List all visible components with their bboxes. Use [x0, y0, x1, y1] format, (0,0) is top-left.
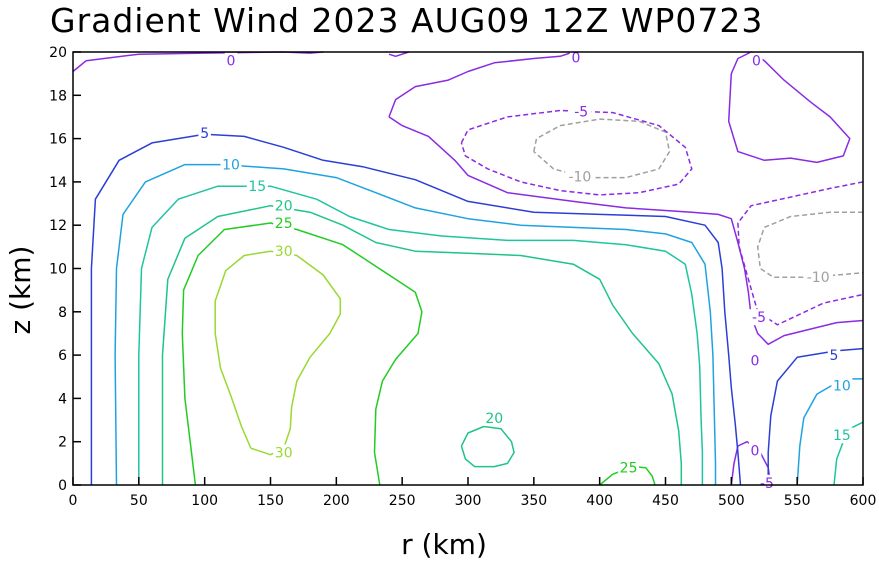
- chart-title: Gradient Wind 2023 AUG09 12Z WP0723: [50, 1, 763, 40]
- contour-label-15: 15: [833, 428, 851, 444]
- contour-lines: [72, 51, 864, 486]
- x-tick-label-10: 500: [718, 493, 745, 509]
- contour-label-bg-14: [246, 178, 268, 195]
- contour-label-bg-18: [273, 215, 295, 231]
- contour-0-line-0: [72, 51, 324, 73]
- contour-label-bg-21: [273, 444, 295, 461]
- contour-label-21: 30: [275, 446, 293, 462]
- contour-label-2: 0: [752, 54, 761, 70]
- x-tick-label-1: 50: [130, 493, 148, 509]
- x-tick-label-6: 300: [455, 493, 482, 509]
- contour-label-16: 20: [275, 199, 293, 215]
- contour-label-bg-3: [570, 103, 592, 120]
- x-tick-label-4: 200: [323, 493, 350, 509]
- x-tick-label-7: 350: [520, 493, 547, 509]
- contour-label-4: -10: [568, 170, 591, 186]
- y-tick-label-10: 20: [49, 45, 67, 61]
- contour-label-17: 20: [485, 411, 503, 427]
- contour-label-7: 0: [751, 354, 760, 370]
- y-tick-label-2: 4: [58, 391, 67, 407]
- x-axis-ticks: 0 50 100 150 200 250 300 350 400 450 500 550 600: [69, 477, 877, 509]
- contour-label-bg-8: [748, 442, 762, 459]
- contour-label-10: 5: [200, 126, 209, 142]
- contour-label-12: 10: [222, 158, 240, 174]
- contour-label-18: 25: [275, 216, 293, 232]
- contour-30-line-0: [214, 250, 342, 456]
- y-tick-label-9: 18: [49, 88, 67, 104]
- contour-10-line-1: [796, 378, 863, 486]
- contour-5-line-0: [90, 133, 742, 486]
- contour-label-11: 5: [830, 348, 839, 364]
- x-tick-label-5: 250: [389, 493, 416, 509]
- contour-label-bg-9: [756, 474, 778, 491]
- y-tick-label-7: 14: [49, 175, 67, 191]
- y-axis-ticks: 0 2 4 6 8 10 12 14 16 18 20: [49, 45, 81, 494]
- contour-0-line-4: [727, 51, 851, 164]
- contour-25-line-1: [599, 465, 656, 486]
- contour-label-bg-13: [831, 377, 853, 394]
- x-tick-label-0: 0: [69, 493, 78, 509]
- x-tick-label-3: 150: [257, 493, 284, 509]
- contour-label-bg-12: [220, 156, 242, 173]
- contour-label-14: 15: [248, 179, 266, 195]
- contour-label-bg-17: [483, 409, 505, 426]
- x-tick-label-9: 450: [652, 493, 679, 509]
- contour-label-3: -5: [574, 105, 588, 121]
- contour-neg5-line-0: [460, 109, 693, 196]
- contour-label-bg-11: [827, 347, 841, 364]
- contour-label-0: 0: [227, 54, 236, 70]
- x-tick-label-2: 100: [191, 493, 218, 509]
- contour-label-bg-6: [748, 309, 770, 326]
- contour-0-line-2: [388, 51, 574, 118]
- contour-label-bg-16: [273, 197, 295, 214]
- x-tick-label-8: 400: [586, 493, 613, 509]
- contour-20-line-1: [460, 425, 515, 468]
- contour-label-bg-4: [565, 168, 595, 185]
- contour-neg10-line-1: [756, 211, 864, 278]
- contour-0-line-3: [388, 116, 864, 346]
- contour-0-line-1: [388, 51, 410, 58]
- x-tick-label-11: 550: [784, 493, 811, 509]
- y-tick-label-8: 16: [49, 132, 67, 148]
- contour-label-bg-5: [803, 269, 833, 286]
- contour-label-bg-1: [569, 49, 583, 66]
- contour-label-20: 30: [275, 244, 293, 260]
- y-axis-label: z (km): [4, 246, 37, 335]
- contour-neg5-line-1: [737, 181, 864, 326]
- contour-label-bg-7: [748, 352, 762, 369]
- y-tick-label-6: 12: [49, 218, 67, 234]
- y-tick-label-5: 10: [49, 262, 67, 278]
- contour-label-bg-0: [224, 52, 238, 69]
- y-tick-label-1: 2: [58, 435, 67, 451]
- contour-label-1: 0: [572, 50, 581, 66]
- contour-25-line-0: [181, 222, 423, 486]
- contour-20-line-0: [161, 204, 683, 485]
- contour-label-bg-15: [831, 427, 853, 444]
- x-tick-label-12: 600: [850, 493, 877, 509]
- contour-label-13: 10: [833, 378, 851, 394]
- y-tick-label-3: 6: [58, 348, 67, 364]
- contour-10-line-0: [114, 163, 717, 486]
- y-tick-label-4: 8: [58, 305, 67, 321]
- contour-label-bg-10: [198, 125, 211, 142]
- contour-label-19: 25: [620, 461, 638, 477]
- contour-label-5: -10: [807, 270, 830, 286]
- contour-label-bg-19: [618, 459, 640, 476]
- contour-label-9: -5: [760, 476, 774, 492]
- contour-5-line-1: [767, 347, 864, 485]
- contour-label-bg-2: [750, 52, 763, 69]
- y-tick-label-0: 0: [58, 478, 67, 494]
- contour-neg10-line-0: [533, 118, 671, 179]
- x-axis-label: r (km): [401, 528, 487, 561]
- contour-label-8: 0: [751, 443, 760, 459]
- contour-label-6: -5: [752, 310, 766, 326]
- contour-label-bg-20: [273, 243, 295, 260]
- contour-15-line-0: [138, 185, 704, 485]
